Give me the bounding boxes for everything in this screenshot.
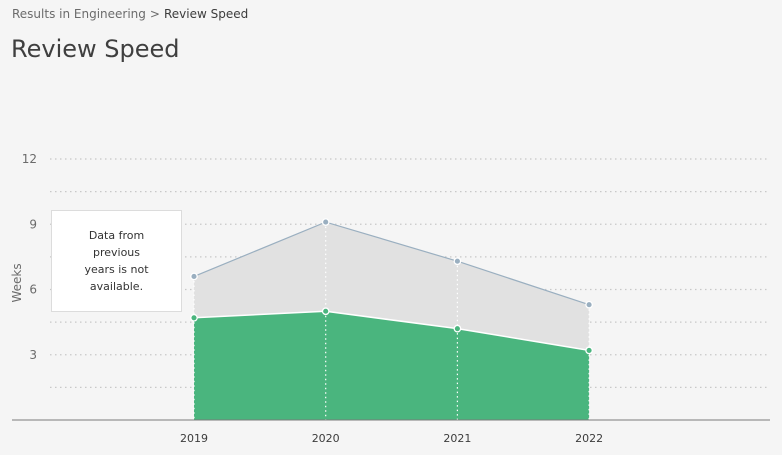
area-upper	[194, 222, 590, 351]
no-data-note: Data from previous years is not availabl…	[51, 210, 182, 312]
no-data-note-text: Data from previous years is not availabl…	[84, 229, 149, 293]
y-tick-label: 3	[29, 348, 37, 362]
breadcrumb-current: Review Speed	[163, 7, 249, 21]
breadcrumb: Results in Engineering > Review Speed	[12, 6, 248, 22]
page-title: Review Speed	[11, 35, 180, 63]
y-tick-label: 9	[29, 217, 37, 231]
series-line-upper	[193, 221, 590, 306]
point-upper	[321, 218, 330, 226]
breadcrumb-link-journal[interactable]: Results in Engineering	[12, 7, 146, 21]
point-upper	[453, 257, 462, 266]
series-line-lower	[193, 310, 590, 352]
point-lower	[190, 313, 198, 322]
area-lower	[194, 311, 590, 420]
y-tick-label: 12	[22, 152, 37, 166]
point-lower	[453, 324, 462, 333]
point-lower	[585, 346, 593, 355]
y-tick-label: 6	[29, 283, 37, 297]
x-tick-label: 2022	[575, 432, 603, 445]
y-axis-label: Weeks	[10, 263, 24, 302]
x-tick-label: 2021	[443, 432, 471, 445]
point-lower	[321, 307, 330, 316]
breadcrumb-separator: >	[149, 7, 160, 21]
point-upper	[190, 272, 198, 281]
x-tick-label: 2020	[312, 432, 340, 445]
x-tick-label: 2019	[180, 432, 208, 445]
point-upper	[585, 300, 593, 309]
